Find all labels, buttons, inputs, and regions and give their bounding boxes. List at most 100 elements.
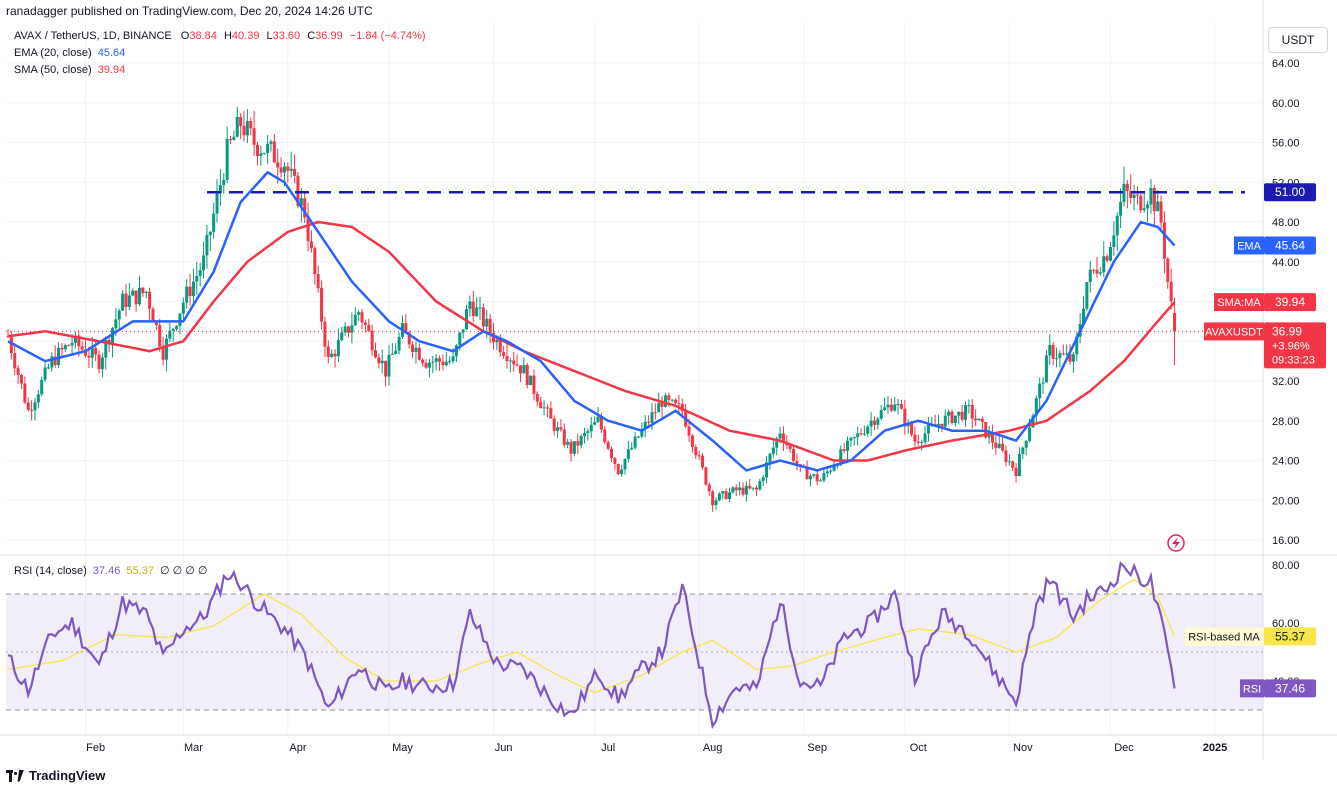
candle-body bbox=[458, 332, 462, 346]
candle-body bbox=[808, 475, 812, 480]
candle-body bbox=[272, 141, 276, 163]
candle-body bbox=[178, 313, 182, 327]
candle-body bbox=[6, 336, 10, 338]
candle-body bbox=[862, 433, 866, 435]
time-tick-label: Apr bbox=[289, 742, 306, 754]
candle-body bbox=[296, 175, 300, 206]
footer-brand-text: TradingView bbox=[29, 768, 106, 783]
candle-body bbox=[404, 323, 408, 333]
candle-body bbox=[717, 493, 721, 501]
price-tick-label: 20.00 bbox=[1272, 495, 1300, 507]
candle-body bbox=[60, 347, 64, 350]
candle-body bbox=[313, 248, 317, 275]
candle-body bbox=[148, 291, 152, 309]
candle-body bbox=[36, 394, 40, 403]
candle-body bbox=[87, 355, 91, 358]
last-price-text: 36.99 bbox=[1272, 324, 1302, 338]
candle-body bbox=[475, 307, 479, 316]
sma-name-text: SMA:MA bbox=[1217, 297, 1261, 309]
candle-body bbox=[781, 433, 785, 443]
grid-lines bbox=[0, 0, 1337, 760]
currency-button[interactable]: USDT bbox=[1268, 27, 1328, 53]
candle-body bbox=[792, 449, 796, 462]
ema-price-text: 45.64 bbox=[1275, 238, 1305, 252]
price-tick-label: 32.00 bbox=[1272, 376, 1300, 388]
candle-body bbox=[411, 344, 415, 352]
candle-body bbox=[670, 399, 674, 401]
candle-body bbox=[704, 467, 708, 485]
candle-body bbox=[805, 466, 809, 480]
rsi-legend-value: 37.46 bbox=[92, 565, 121, 577]
candle-body bbox=[1034, 398, 1038, 416]
time-tick-label: Feb bbox=[86, 742, 105, 754]
candle-body bbox=[171, 328, 175, 331]
lightning-icon bbox=[1167, 534, 1185, 552]
price-labels: 51.00 EMA 45.64 SMA:MA 39.94 AVAXUSDT 36.99 +3.… bbox=[1167, 183, 1326, 698]
candle-body bbox=[57, 347, 61, 365]
candle-body bbox=[940, 423, 944, 427]
candle-body bbox=[1001, 443, 1005, 451]
candlestick-series bbox=[6, 106, 1177, 512]
time-tick-label: Nov bbox=[1013, 742, 1033, 754]
candle-body bbox=[161, 346, 165, 360]
candle-body bbox=[448, 361, 452, 363]
candle-body bbox=[775, 438, 779, 448]
candle-body bbox=[856, 433, 860, 438]
candle-body bbox=[579, 436, 583, 446]
candle-body bbox=[67, 345, 71, 347]
candle-body bbox=[242, 125, 246, 136]
candle-body bbox=[910, 422, 914, 435]
candle-body bbox=[1075, 336, 1079, 355]
sma-legend-value: 39.94 bbox=[97, 64, 126, 76]
candle-body bbox=[1044, 355, 1048, 383]
candle-body bbox=[502, 352, 506, 356]
candle-body bbox=[1115, 215, 1119, 236]
candle-body bbox=[1004, 450, 1008, 462]
ema-legend[interactable]: EMA (20, close) 45.64 bbox=[14, 47, 125, 59]
candle-body bbox=[245, 121, 249, 136]
symbol-label[interactable]: AVAX / TetherUS, 1D, BINANCE bbox=[14, 30, 172, 42]
sma-price-box bbox=[1264, 293, 1316, 312]
rsi-ma-value-box bbox=[1264, 627, 1316, 646]
candle-body bbox=[815, 474, 819, 482]
candle-body bbox=[259, 153, 263, 156]
candle-body bbox=[1011, 461, 1015, 468]
rsi-legend[interactable]: RSI (14, close) 37.46 55.37 ∅ ∅ ∅ ∅ bbox=[14, 564, 208, 577]
candle-body bbox=[947, 411, 951, 416]
candle-body bbox=[191, 281, 195, 297]
candle-body bbox=[626, 449, 630, 459]
candle-body bbox=[603, 429, 607, 442]
candle-body bbox=[90, 348, 94, 358]
symbol-legend: AVAX / TetherUS, 1D, BINANCE O38.84 H40.… bbox=[14, 30, 426, 42]
candle-body bbox=[1055, 358, 1059, 360]
candle-body bbox=[1038, 383, 1042, 399]
candle-body bbox=[1139, 195, 1143, 211]
rsi-legend-extra: ∅ ∅ ∅ ∅ bbox=[160, 565, 208, 577]
last-name-text: AVAXUSDT bbox=[1205, 326, 1263, 338]
candle-body bbox=[229, 139, 233, 141]
candle-body bbox=[576, 441, 580, 446]
candle-body bbox=[367, 325, 371, 331]
candle-body bbox=[650, 412, 654, 423]
candle-body bbox=[350, 325, 354, 333]
candle-body bbox=[731, 487, 735, 493]
candle-body bbox=[572, 441, 576, 454]
candle-body bbox=[1122, 183, 1126, 202]
time-tick-label: May bbox=[392, 742, 413, 754]
rsi-ma-name-text: RSI-based MA bbox=[1188, 631, 1260, 643]
candle-body bbox=[451, 356, 455, 362]
candle-body bbox=[893, 404, 897, 411]
candle-body bbox=[616, 464, 620, 475]
candle-body bbox=[1068, 353, 1072, 362]
candle-body bbox=[1159, 201, 1163, 223]
candle-body bbox=[647, 421, 651, 423]
sma-legend[interactable]: SMA (50, close) 39.94 bbox=[14, 64, 125, 76]
resistance-price-box bbox=[1264, 183, 1316, 202]
candle-body bbox=[1156, 201, 1160, 212]
candle-body bbox=[357, 312, 361, 315]
candle-body bbox=[205, 235, 209, 256]
candle-body bbox=[431, 361, 435, 363]
rsi-band-fill bbox=[6, 594, 1263, 710]
candle-body bbox=[70, 342, 74, 346]
